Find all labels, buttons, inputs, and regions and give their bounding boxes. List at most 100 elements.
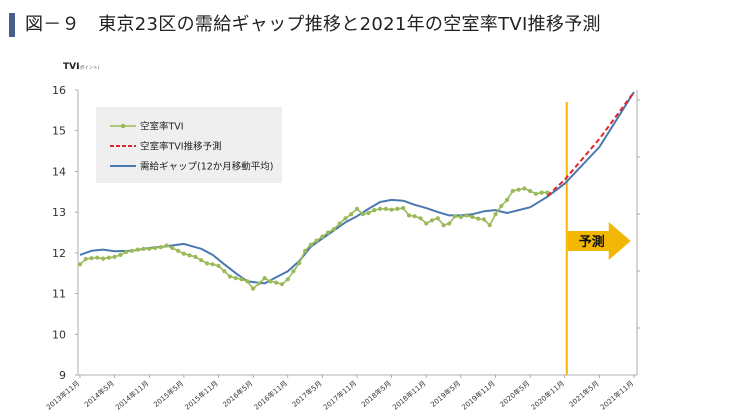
data-point: [539, 190, 544, 195]
data-point: [141, 246, 146, 251]
y-tick-label: 11: [52, 288, 66, 301]
data-point: [118, 252, 123, 257]
y-tick-label: 10: [52, 328, 66, 341]
data-point: [453, 214, 458, 219]
data-point: [441, 223, 446, 228]
data-point: [418, 216, 423, 221]
data-point: [378, 206, 383, 211]
x-tick-label: 2016年11月: [252, 379, 289, 412]
data-point: [89, 256, 94, 261]
data-point: [233, 276, 238, 281]
x-tick-label: 2017年11月: [321, 379, 358, 412]
data-point: [152, 245, 158, 251]
data-point: [274, 280, 279, 285]
forecast-arrow: [567, 222, 631, 260]
legend-marker: [120, 123, 126, 129]
data-point: [354, 206, 360, 211]
data-point: [533, 191, 539, 196]
x-tick-label: 2014年11月: [114, 379, 151, 412]
x-tick-label: 2013年11月: [44, 379, 81, 412]
legend-box: [96, 107, 282, 183]
legend-label: 需給ギャップ(12か月移動平均): [140, 161, 274, 173]
data-point: [528, 188, 533, 194]
data-point: [251, 286, 256, 291]
data-point: [458, 214, 463, 220]
x-tick-label: 2014年5月: [82, 379, 116, 409]
data-point: [464, 213, 469, 218]
data-point: [349, 212, 354, 217]
data-point: [95, 255, 100, 260]
data-point: [493, 212, 498, 217]
data-point: [516, 187, 521, 192]
data-point: [147, 246, 152, 251]
data-point: [291, 269, 296, 274]
y-tick-label: 13: [52, 206, 66, 219]
data-point: [499, 203, 504, 209]
data-point: [204, 261, 210, 266]
data-point: [504, 197, 510, 202]
x-tick-label: 2018年5月: [359, 379, 393, 409]
data-point: [158, 245, 163, 250]
data-point: [112, 254, 117, 259]
data-point: [308, 242, 313, 247]
data-point: [476, 216, 481, 221]
data-point: [429, 218, 435, 223]
data-point: [366, 210, 371, 216]
y-axis-unit: (ポイント): [78, 64, 100, 71]
data-point: [101, 256, 106, 261]
data-point: [187, 253, 192, 258]
data-point: [320, 234, 325, 239]
data-point: [176, 248, 181, 253]
data-point: [326, 230, 331, 235]
legend-label: 空室率TVI推移予測: [140, 141, 222, 153]
data-point: [343, 216, 348, 221]
forecast-label: 予測: [579, 234, 605, 250]
series-line: [79, 187, 548, 290]
page-title: 図－９ 東京23区の需給ギャップ推移と2021年の空室率TVI推移予測: [25, 14, 601, 35]
x-tick-label: 2020年5月: [498, 379, 532, 409]
x-tick-label: 2021年5月: [567, 379, 601, 409]
x-tick-label: 2015年11月: [183, 379, 220, 412]
data-point: [227, 274, 233, 279]
x-tick-label: 2018年11月: [391, 379, 428, 412]
data-point: [285, 277, 290, 282]
data-point: [383, 206, 388, 211]
y-tick-label: 15: [52, 125, 66, 138]
data-point: [389, 207, 394, 212]
data-point: [412, 214, 417, 219]
data-point: [170, 245, 175, 251]
series-line: [79, 91, 635, 285]
data-point: [447, 221, 452, 226]
data-point: [106, 255, 111, 260]
y-axis-label: TVI: [63, 62, 79, 72]
x-tick-label: 2015年5月: [152, 379, 186, 409]
data-point: [487, 223, 492, 228]
y-tick-label: 12: [52, 247, 66, 260]
data-point: [210, 262, 215, 267]
data-point: [510, 188, 515, 194]
data-point: [297, 260, 302, 266]
x-tick-label: 2016年5月: [221, 379, 255, 409]
data-point: [256, 281, 261, 286]
data-point: [83, 256, 88, 262]
data-point: [401, 206, 406, 211]
data-point: [435, 216, 440, 221]
data-point: [470, 214, 475, 220]
x-tick-label: 2021年11月: [598, 379, 635, 412]
series-line: [546, 91, 635, 197]
data-point: [129, 248, 134, 253]
x-tick-label: 2017年5月: [290, 379, 324, 409]
data-point: [314, 238, 319, 243]
data-point: [406, 213, 411, 218]
data-point: [262, 276, 267, 281]
data-point: [222, 269, 227, 274]
data-point: [135, 247, 140, 252]
data-point: [424, 221, 429, 226]
data-point: [360, 212, 365, 217]
title-accent-bar: [9, 13, 15, 37]
data-point: [77, 262, 83, 267]
data-point: [279, 282, 285, 287]
x-tick-label: 2020年11月: [529, 379, 566, 412]
